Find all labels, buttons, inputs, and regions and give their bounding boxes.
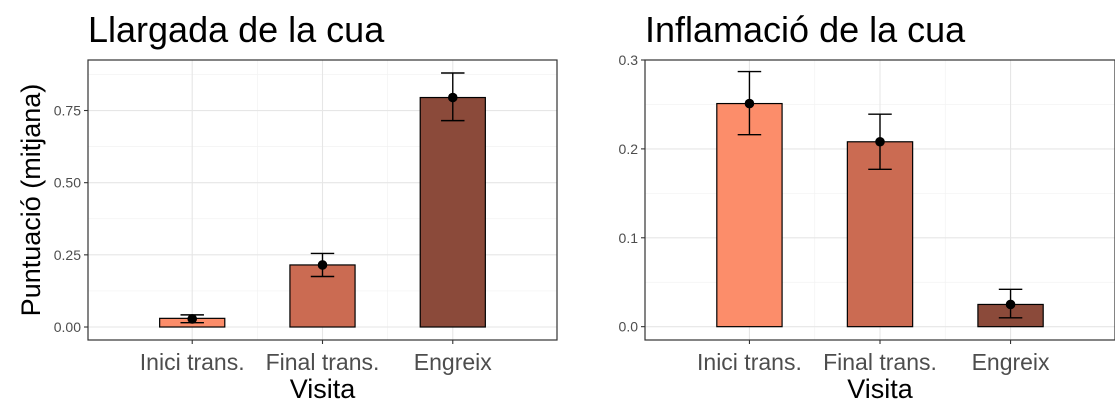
x-tick-label: Inici trans. (140, 349, 245, 375)
y-tick-label: 0.00 (54, 319, 81, 335)
x-tick-label: Engreix (972, 349, 1050, 375)
y-tick-label: 0.2 (619, 141, 639, 157)
y-tick-label: 0.0 (619, 319, 639, 335)
y-tick-label: 0.50 (54, 175, 81, 191)
data-point (1005, 299, 1016, 310)
data-point (447, 92, 458, 103)
x-tick-label: Final trans. (266, 349, 380, 375)
y-tick-label: 0.75 (54, 103, 81, 119)
bar (716, 102, 783, 328)
chart-title: Llargada de la cua (88, 9, 385, 50)
x-tick-label: Final trans. (823, 349, 937, 375)
chart-tail-inflammation: 0.0 0.1 0.2 0.3 Inici trans. Final trans. Engr… (619, 9, 1115, 404)
bar (846, 141, 914, 328)
y-tick-label: 0.25 (54, 247, 81, 263)
chart-tail-length: 0.00 0.25 0.50 0.75 Inici trans. Final trans.… (16, 9, 558, 404)
chart-title: Inflamació de la cua (645, 9, 966, 50)
bar (419, 96, 486, 328)
y-axis-label: Puntuació (mitjana) (16, 84, 46, 317)
x-axis-label: Visita (847, 374, 914, 404)
y-tick-label: 0.3 (619, 52, 639, 68)
data-point (875, 136, 885, 147)
x-tick-label: Engreix (414, 349, 492, 375)
y-tick-label: 0.1 (619, 230, 639, 246)
data-point (744, 98, 755, 109)
data-point (187, 314, 198, 324)
x-tick-label: Inici trans. (697, 349, 802, 375)
data-point (317, 260, 328, 270)
x-axis-label: Visita (290, 374, 357, 404)
